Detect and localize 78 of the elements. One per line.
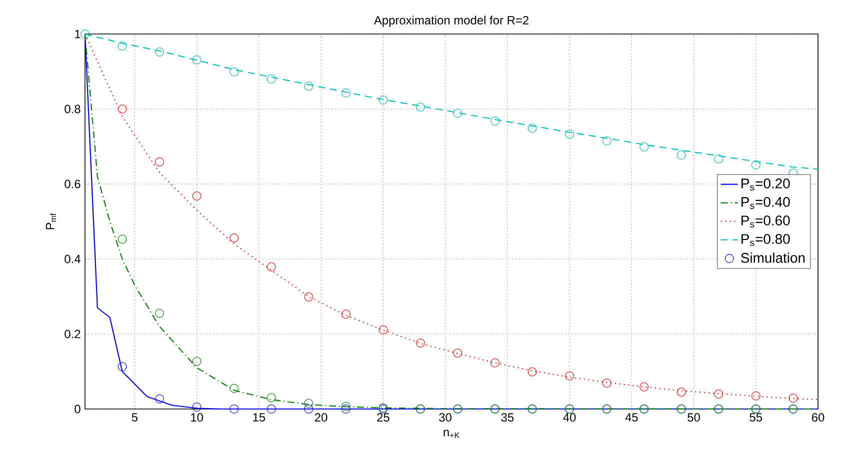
point <box>304 398 314 408</box>
chart-title: Approximation model for R=2 <box>374 16 528 27</box>
point <box>676 150 686 160</box>
x-tick-label: 60 <box>812 413 824 422</box>
point <box>602 136 612 146</box>
point <box>341 404 350 414</box>
point <box>490 358 500 368</box>
legend-label: Simulation <box>741 252 805 263</box>
point <box>416 338 425 348</box>
x-tick-label: 50 <box>688 413 700 422</box>
point <box>192 192 202 200</box>
point <box>304 82 314 91</box>
x-tick-label: 30 <box>439 413 452 422</box>
point <box>118 234 127 244</box>
point <box>266 393 276 402</box>
point <box>565 130 574 139</box>
point <box>118 104 127 114</box>
point <box>640 382 649 392</box>
point <box>453 348 462 358</box>
point <box>751 391 760 400</box>
x-tick-label: 20 <box>315 413 328 422</box>
x-tick-label: 40 <box>563 413 576 422</box>
point <box>341 402 350 411</box>
point <box>155 157 164 166</box>
point <box>640 142 649 152</box>
point <box>304 404 314 414</box>
point <box>416 102 425 112</box>
point <box>230 384 239 393</box>
x-tick-label: 15 <box>253 413 266 422</box>
point <box>266 74 276 84</box>
point <box>155 48 164 56</box>
point <box>528 367 537 376</box>
point <box>714 154 724 164</box>
y-axis-title: P$_{mf}$ <box>46 213 56 230</box>
y-tick-label: 0.6 <box>64 180 80 188</box>
x-tick-label: 45 <box>625 413 638 422</box>
legend-label: P$_{s}$=0.20 <box>742 178 790 191</box>
point <box>378 325 388 334</box>
x-tick-label: 10 <box>191 413 203 422</box>
point <box>230 404 239 414</box>
y-tick-label: 1 <box>75 30 80 38</box>
legend-label: P$_{s}$=0.80 <box>742 234 790 246</box>
point <box>155 308 164 318</box>
point <box>118 42 127 50</box>
legend-label: P$_{s}$=0.60 <box>742 216 790 228</box>
point <box>304 292 314 302</box>
legend-label: P$_{s}$=0.40 <box>742 197 790 210</box>
point <box>118 362 127 372</box>
y-tick-label: 0 <box>74 404 80 414</box>
point <box>602 378 612 388</box>
x-tick-label: 25 <box>377 413 390 422</box>
y-tick-label: 0.2 <box>64 330 80 338</box>
x-tick-label: 55 <box>750 413 762 422</box>
point <box>751 160 760 170</box>
point <box>676 388 686 397</box>
point <box>266 262 276 272</box>
point <box>565 372 574 380</box>
y-tick-label: 0.4 <box>64 254 80 264</box>
point <box>155 394 164 404</box>
point <box>788 394 798 403</box>
point <box>378 96 388 104</box>
y-tick-label: 0.8 <box>64 104 80 114</box>
point <box>341 88 350 98</box>
point <box>80 30 90 38</box>
point <box>192 402 202 412</box>
point <box>192 356 202 366</box>
x-tick-label: 35 <box>501 413 514 422</box>
point <box>266 404 276 414</box>
point <box>714 390 724 398</box>
x-axis-title: n$_{+K}$ <box>444 430 460 438</box>
point <box>528 124 537 133</box>
point <box>230 67 239 76</box>
point <box>453 108 462 118</box>
point <box>490 116 500 126</box>
point <box>192 55 202 64</box>
point <box>230 234 239 242</box>
point <box>341 310 350 319</box>
x-tick-label: 5 <box>132 413 138 422</box>
